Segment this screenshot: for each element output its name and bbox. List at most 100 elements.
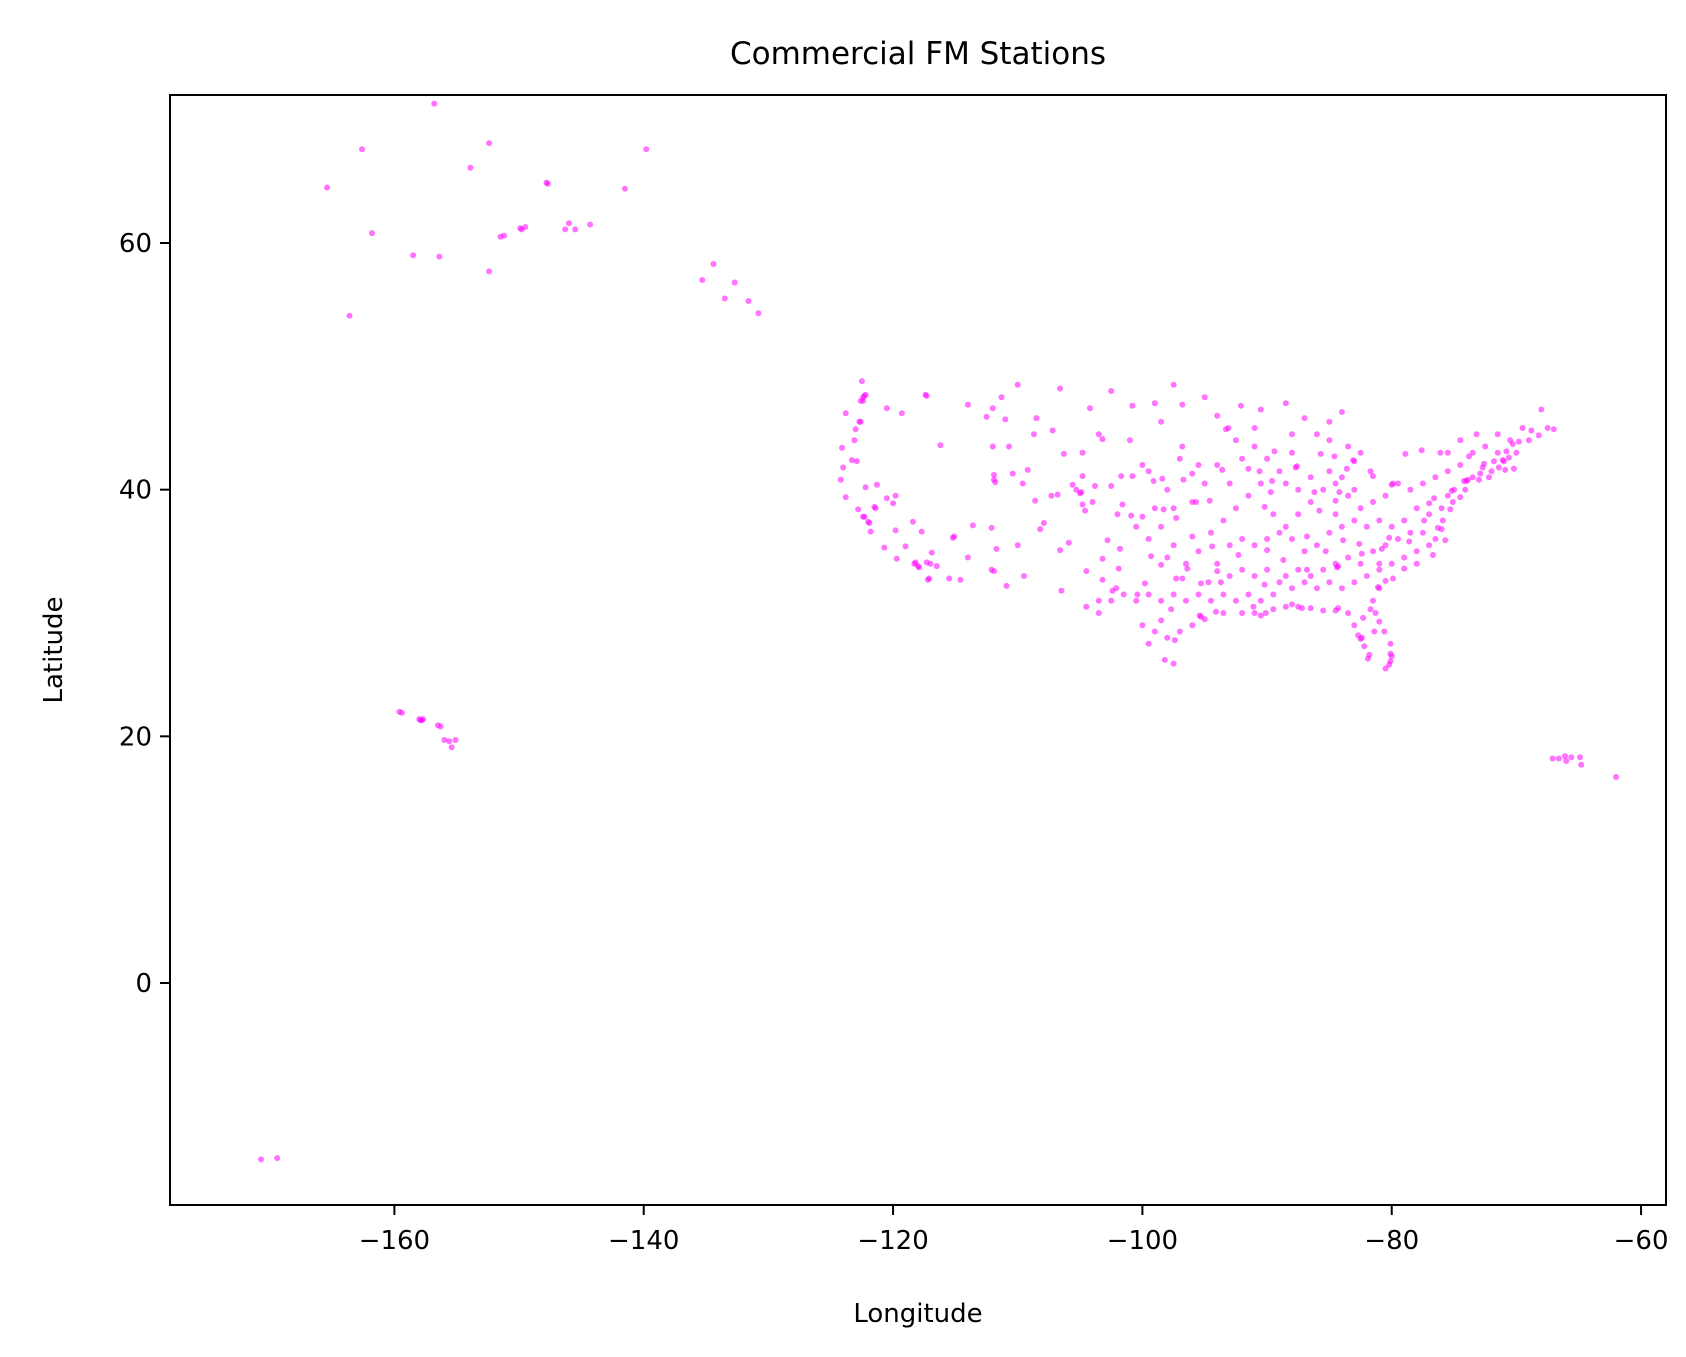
data-point xyxy=(1418,447,1425,454)
data-point xyxy=(1613,774,1620,780)
data-point xyxy=(1289,601,1295,608)
data-point xyxy=(1195,462,1202,468)
y-tick-label: 20 xyxy=(119,722,152,752)
data-point xyxy=(1257,612,1264,619)
data-point xyxy=(1232,505,1239,512)
data-point xyxy=(1313,431,1320,438)
data-point xyxy=(1151,505,1158,512)
plot-frame xyxy=(169,94,1667,1206)
data-point xyxy=(1148,553,1155,560)
data-point xyxy=(1189,533,1196,540)
data-point xyxy=(622,185,628,192)
data-point xyxy=(1336,489,1343,496)
data-point xyxy=(1170,381,1177,388)
data-point xyxy=(543,179,550,186)
data-point xyxy=(926,575,933,582)
data-point xyxy=(1133,597,1140,604)
data-point xyxy=(1060,450,1067,457)
data-point xyxy=(1225,425,1232,431)
data-point xyxy=(1338,585,1345,592)
data-point xyxy=(992,479,999,486)
data-point xyxy=(1562,753,1568,760)
data-point xyxy=(1388,653,1395,660)
data-point xyxy=(1032,497,1039,504)
data-point xyxy=(1145,536,1152,542)
data-point xyxy=(565,220,572,227)
data-point xyxy=(1201,394,1208,401)
data-point xyxy=(852,426,859,433)
data-point xyxy=(1355,632,1362,639)
data-point xyxy=(1320,566,1327,573)
data-point xyxy=(1087,405,1093,412)
data-point xyxy=(1466,453,1472,460)
points-layer xyxy=(258,100,1620,1163)
data-point xyxy=(1568,754,1575,761)
data-point xyxy=(1079,449,1086,456)
data-point xyxy=(1078,489,1085,496)
data-point xyxy=(1376,517,1383,524)
data-point xyxy=(1313,585,1320,592)
data-point xyxy=(1139,622,1146,629)
data-point xyxy=(1386,534,1393,541)
data-point xyxy=(937,442,944,449)
data-point xyxy=(359,146,365,153)
data-point xyxy=(1176,455,1183,462)
data-point xyxy=(1538,406,1545,413)
data-point xyxy=(1173,575,1180,582)
data-point xyxy=(1158,523,1165,530)
data-point xyxy=(1439,517,1446,524)
data-point xyxy=(1208,529,1214,536)
data-point xyxy=(324,184,331,191)
data-point xyxy=(1170,660,1177,667)
data-point xyxy=(1280,557,1287,563)
data-point xyxy=(1251,573,1258,579)
data-point xyxy=(1519,425,1526,431)
data-point xyxy=(1282,603,1289,610)
data-point xyxy=(1413,548,1420,555)
data-point xyxy=(1109,587,1116,594)
data-point xyxy=(1376,585,1383,592)
data-point xyxy=(1432,536,1439,542)
data-point xyxy=(969,522,976,529)
data-point xyxy=(1370,473,1376,480)
data-point xyxy=(1219,466,1226,473)
data-point xyxy=(842,494,849,501)
data-point xyxy=(1114,511,1121,518)
data-point xyxy=(1426,511,1433,518)
data-point xyxy=(890,500,897,507)
data-point xyxy=(1426,500,1433,507)
data-point xyxy=(1356,540,1363,547)
data-point xyxy=(1269,478,1276,484)
data-point xyxy=(1261,503,1268,510)
data-point xyxy=(1528,427,1535,434)
data-point xyxy=(1024,466,1031,473)
data-point xyxy=(486,268,493,275)
data-point xyxy=(1129,473,1136,480)
data-point xyxy=(1089,499,1096,505)
data-point xyxy=(1381,628,1388,635)
data-point xyxy=(1161,656,1168,663)
data-point xyxy=(964,401,971,408)
data-point xyxy=(861,513,868,520)
data-point xyxy=(1195,591,1202,598)
data-point xyxy=(1256,468,1263,475)
data-point xyxy=(910,518,916,525)
data-point xyxy=(1491,458,1497,465)
data-point xyxy=(1357,560,1364,567)
data-point xyxy=(1264,547,1271,554)
data-point xyxy=(1282,400,1289,407)
data-point xyxy=(1395,480,1401,487)
x-tick-label: −80 xyxy=(1364,1226,1419,1256)
data-point xyxy=(1345,492,1352,499)
data-point xyxy=(1457,494,1464,501)
data-point xyxy=(1270,606,1277,613)
data-point xyxy=(1289,536,1295,542)
data-point xyxy=(927,560,934,567)
data-point xyxy=(1578,761,1585,768)
data-point xyxy=(1507,437,1514,444)
data-point xyxy=(1226,542,1233,549)
data-point xyxy=(1332,511,1339,518)
data-point xyxy=(1226,480,1233,487)
data-point xyxy=(1158,561,1165,568)
